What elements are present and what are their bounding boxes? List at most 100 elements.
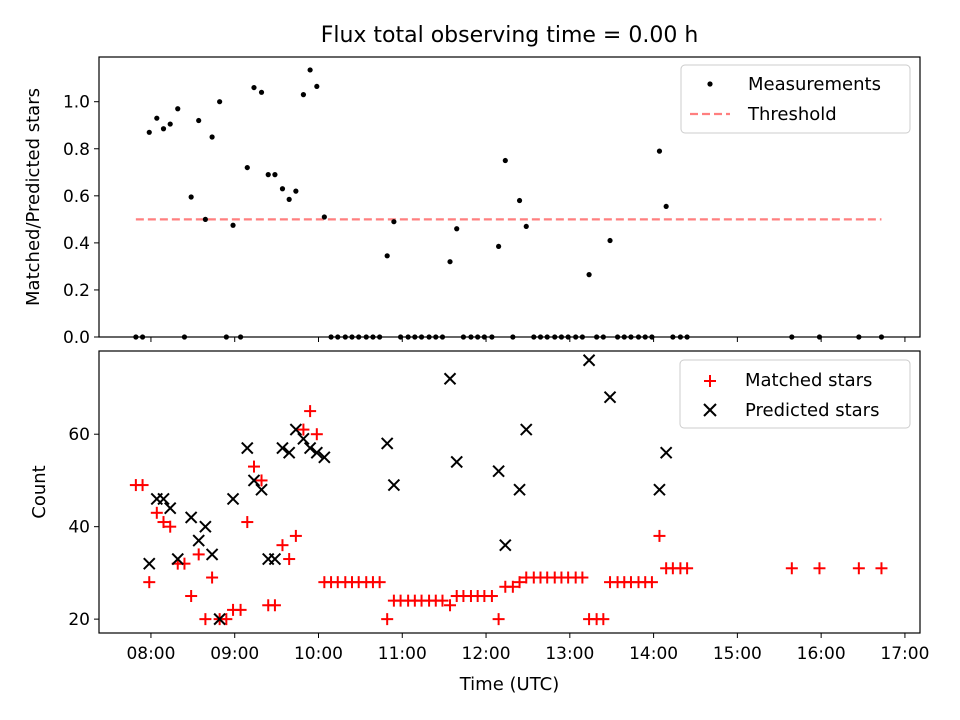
measurement-point — [209, 134, 215, 140]
legend-matched-label: Matched stars — [745, 370, 872, 391]
x-tick-label: 08:00 — [126, 644, 175, 664]
measurement-point — [196, 117, 202, 124]
predicted-star-point — [659, 446, 673, 459]
bottom-legend-box — [679, 359, 911, 429]
matched-star-point — [136, 479, 149, 492]
predicted-star-point — [213, 612, 226, 626]
predicted-star-point — [282, 446, 296, 459]
predicted-star-point — [143, 557, 156, 570]
predicted-star-point — [164, 501, 177, 515]
matched-star-point — [206, 571, 219, 584]
legend-threshold-label: Threshold — [747, 104, 837, 125]
x-tick-label: 15:00 — [713, 644, 762, 664]
x-tick-label: 16:00 — [797, 644, 846, 664]
predicted-star-point — [247, 474, 261, 487]
predicted-star-point — [276, 441, 289, 455]
matched-star-point — [492, 613, 505, 626]
matched-star-point — [241, 516, 254, 529]
matched-star-point — [506, 580, 519, 593]
x-tick-label: 09:00 — [210, 644, 259, 664]
top-y-tick-label: 0.8 — [63, 140, 90, 160]
measurement-point — [230, 222, 236, 228]
measurement-point — [251, 84, 257, 91]
measurement-point — [146, 129, 152, 135]
matched-star-point — [164, 520, 177, 533]
predicted-star-point — [443, 372, 457, 385]
measurement-point — [217, 99, 223, 105]
measurement-point — [258, 89, 265, 95]
measurement-point — [523, 223, 529, 230]
predicted-star-point — [157, 492, 170, 506]
predicted-star-point — [318, 451, 331, 464]
top-legend: Measurements Threshold — [680, 64, 911, 134]
predicted-star-point — [380, 437, 394, 450]
x-tick-label: 12:00 — [462, 644, 511, 664]
predicted-star-point — [582, 354, 596, 367]
measurement-point — [607, 237, 613, 244]
measurement-point — [272, 172, 278, 178]
matched-star-point — [373, 576, 386, 589]
matched-star-point — [297, 423, 310, 436]
measurement-point — [321, 214, 327, 220]
predicted-star-point — [310, 446, 324, 459]
measurement-point — [663, 203, 669, 210]
matched-star-point — [199, 613, 212, 626]
matched-star-point — [304, 405, 317, 418]
predicted-star-point — [303, 441, 317, 455]
measurement-point — [496, 243, 502, 250]
measurement-point — [447, 259, 453, 265]
matched-star-point — [813, 562, 826, 575]
top-y-tick-label: 0.6 — [63, 187, 90, 207]
bottom-axes-frame — [98, 350, 921, 634]
legend-predicted-marker — [703, 403, 717, 417]
predicted-star-point — [226, 492, 240, 506]
measurement-point — [167, 121, 173, 127]
legend-measurements-marker — [707, 81, 713, 87]
matched-star-point — [645, 576, 658, 589]
x-tick-label: 17:00 — [880, 644, 929, 664]
matched-star-point — [234, 603, 247, 616]
predicted-star-point — [205, 548, 219, 561]
top-plot-points — [133, 67, 885, 340]
bottom-y-tick-label: 60 — [68, 425, 90, 445]
legend-matched-marker — [704, 375, 716, 387]
top-y-tick-label: 1.0 — [63, 93, 90, 113]
measurement-point — [160, 126, 167, 132]
matched-star-point — [381, 613, 394, 626]
bottom-plot-points — [129, 354, 888, 626]
predicted-star-point — [653, 483, 666, 496]
matched-star-point — [220, 613, 233, 626]
x-tick-label: 10:00 — [294, 644, 343, 664]
bottom-y-tick-label: 20 — [68, 610, 90, 630]
top-y-axis-label: Matched/Predicted stars — [23, 88, 44, 306]
matched-star-point — [444, 599, 457, 612]
matched-star-point — [513, 576, 526, 589]
predicted-star-point — [192, 534, 205, 547]
chart-title: Flux total observing time = 0.00 h — [321, 23, 699, 48]
measurement-point — [516, 197, 523, 204]
matched-star-point — [485, 590, 498, 603]
bottom-y-tick-label: 40 — [68, 518, 90, 538]
matched-star-point — [268, 599, 281, 612]
x-tick-label: 13:00 — [545, 644, 594, 664]
predicted-star-point — [255, 483, 268, 496]
matched-star-point — [576, 571, 589, 584]
top-legend-box — [680, 64, 911, 134]
matched-star-point — [785, 562, 798, 575]
matched-star-point — [681, 562, 694, 575]
predicted-star-point — [492, 464, 505, 478]
predicted-star-point — [513, 483, 526, 496]
matched-star-point — [276, 539, 289, 552]
measurement-point — [307, 67, 313, 73]
matched-star-point — [192, 548, 205, 561]
predicted-star-point — [289, 423, 303, 436]
matched-star-point — [185, 590, 198, 603]
matched-star-point — [653, 529, 666, 542]
x-tick-label: 11:00 — [378, 644, 427, 664]
measurement-point — [391, 219, 397, 225]
matched-star-point — [255, 474, 268, 487]
predicted-star-point — [297, 432, 310, 446]
measurement-point — [175, 106, 181, 112]
predicted-star-point — [184, 511, 198, 524]
